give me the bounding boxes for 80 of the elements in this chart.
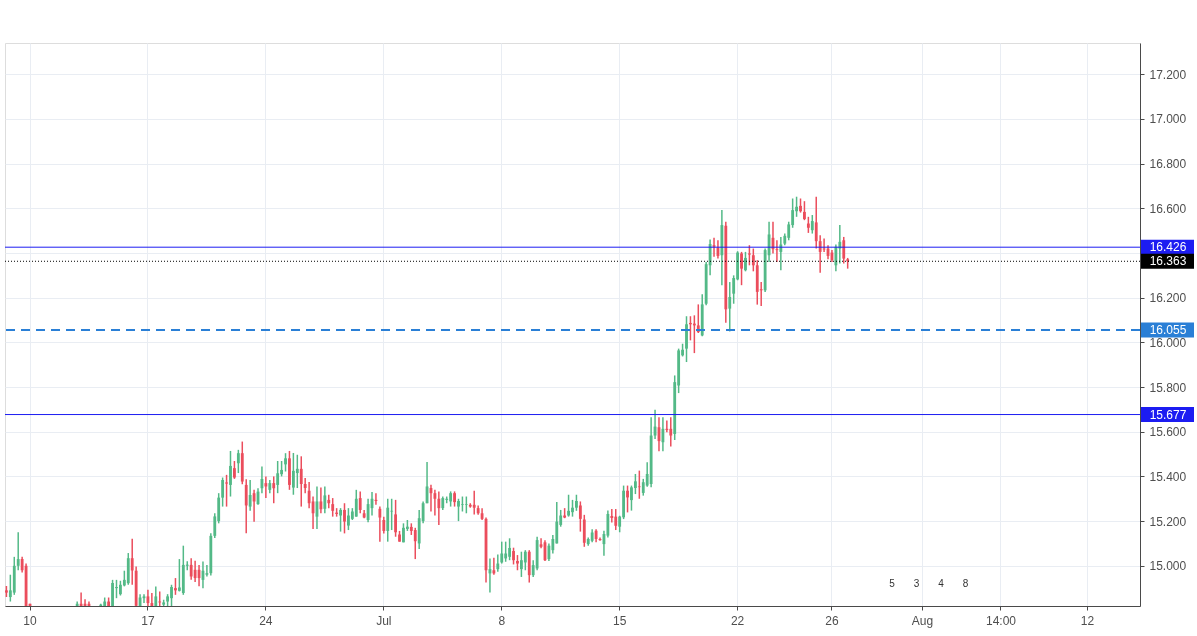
candlestick [610,509,614,523]
x-tick-label: 22 [730,613,745,628]
candlestick [744,251,747,272]
candlestick [437,491,441,525]
x-tick-label: 26 [825,613,839,628]
candlestick [685,316,688,363]
x-tick-label: 17 [141,613,155,628]
candlestick [740,251,743,286]
candlestick [170,584,173,606]
candlestick [398,530,401,542]
y-tick-label: 17.000 [1149,112,1187,127]
ref-line-label: 16.426 [1149,240,1187,255]
candlestick [461,496,464,512]
candlestick [622,485,626,520]
x-tick-label: 24 [259,613,273,628]
candlestick [119,580,122,596]
annotation: 3 [913,578,920,589]
candlestick [747,245,751,266]
candlestick [347,508,350,531]
candlestick [508,538,512,561]
candlestick [264,476,268,499]
candlestick [150,593,154,606]
candlestick [233,461,236,479]
candlestick [453,491,456,507]
candlestick [567,494,570,517]
y-tick-label: 15.400 [1149,469,1187,484]
ref-line-label: 15.677 [1149,407,1187,422]
x-tick-label: 15 [612,613,627,628]
candlestick [339,508,342,532]
y-tick-label: 15.000 [1149,559,1187,574]
x-tick-label: 10 [23,613,37,628]
y-tick-label: 16.800 [1149,157,1187,172]
x-tick-label: Aug [911,613,934,628]
candlestick [519,551,523,577]
candlestick [457,498,460,522]
candlestick [665,420,669,433]
candlestick [472,490,476,515]
annotation: 8 [962,578,969,589]
candlestick [174,578,177,595]
annotation: 5 [889,578,896,589]
candlestick [669,417,673,447]
candlestick [512,547,515,565]
candlestick [712,237,716,257]
y-tick-label: 15.600 [1149,425,1187,440]
candlestick [394,499,398,537]
candlestick [378,506,382,542]
candlestick [130,538,134,585]
x-tick-label: 12 [1080,613,1095,628]
candlestick [630,485,633,511]
candlestick [5,585,8,598]
y-tick-label: 16.600 [1149,201,1187,216]
candlestick [79,592,83,606]
candlestick [284,453,287,472]
x-tick-label: 14:00 [985,613,1017,628]
y-tick-label: 15.800 [1149,380,1187,395]
candlestick [111,579,114,606]
candlestick [402,523,405,543]
annotation: 4 [938,578,945,589]
y-tick-label: 15.200 [1149,514,1187,529]
candlestick [571,499,574,517]
x-tick-label: Jul [376,613,392,628]
candlestick [626,485,629,513]
y-tick-label: 17.200 [1149,67,1187,82]
candlestick [803,201,806,221]
candlestick [433,489,437,516]
candlestick [343,503,346,534]
candlestick [575,494,578,511]
candlestick [225,474,228,507]
ref-line-label: 16.363 [1149,254,1187,269]
x-tick-label: 8 [498,613,506,628]
y-tick-label: 16.000 [1149,335,1187,350]
candlestick [327,494,331,509]
candlestick [492,557,496,575]
candlestick [288,450,291,490]
candlestick [799,198,802,213]
candlestick [496,554,500,572]
ref-line-label: 16.055 [1149,323,1187,338]
candlestick [516,555,519,571]
y-tick-label: 16.200 [1149,291,1187,306]
candlestick [229,450,232,497]
